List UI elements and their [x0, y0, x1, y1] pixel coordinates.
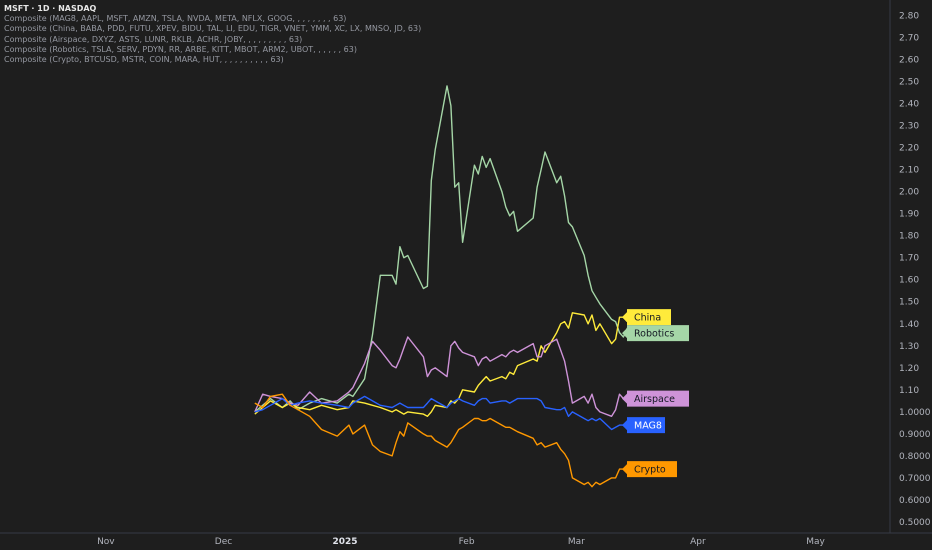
y-tick-label: 1.20 — [899, 364, 919, 374]
price-axis[interactable]: 2.80 2.70 2.60 2.50 2.40 2.30 2.20 2.10 2.00 1.90… — [899, 11, 931, 528]
x-tick-label: Feb — [459, 537, 475, 547]
series-line-crypto — [254, 393, 628, 488]
y-tick-label: 2.50 — [899, 77, 919, 87]
legend-composite[interactable]: Composite (Crypto, BTCUSD, MSTR, COIN, M… — [4, 55, 284, 65]
y-tick-label: 2.00 — [899, 188, 919, 198]
x-tick-label: Mar — [568, 537, 585, 547]
series-badge-shape — [622, 390, 689, 407]
series-line-airspace — [254, 336, 628, 417]
y-tick-label: 1.90 — [899, 210, 919, 220]
y-tick-label: 1.70 — [899, 254, 919, 264]
series-badge-label: Crypto — [634, 465, 666, 476]
y-tick-label: 2.70 — [899, 33, 919, 43]
series-line-robotics — [254, 85, 640, 413]
legend-composite[interactable]: Composite (MAG8, AAPL, MSFT, AMZN, TSLA,… — [4, 14, 347, 24]
time-axis[interactable]: Nov Dec 2025 Feb Mar Apr May — [97, 537, 825, 547]
y-tick-label: 0.6000 — [899, 496, 931, 506]
x-tick-label: Nov — [97, 537, 115, 547]
y-tick-label: 1.80 — [899, 232, 919, 242]
y-tick-label: 2.60 — [899, 55, 919, 65]
y-tick-label: 1.10 — [899, 386, 919, 396]
y-tick-label: 1.60 — [899, 276, 919, 286]
y-tick-label: 0.5000 — [899, 518, 931, 528]
y-tick-label: 0.8000 — [899, 452, 931, 462]
legend: MSFT · 1D · NASDAQ Composite (MAG8, AAPL… — [4, 4, 421, 65]
y-tick-label: 1.50 — [899, 298, 919, 308]
y-tick-label: 1.30 — [899, 342, 919, 352]
series-badge-mag8: MAG8 — [622, 417, 665, 434]
series-badge-robotics: Robotics — [622, 325, 689, 342]
series-badge-shape — [622, 309, 671, 326]
series-badge-crypto: Crypto — [622, 461, 677, 478]
x-tick-label: Dec — [215, 537, 232, 547]
series-badge-shape — [622, 417, 665, 434]
y-tick-label: 0.9000 — [899, 430, 931, 440]
series-badge-shape — [622, 461, 677, 478]
y-tick-label: 2.10 — [899, 166, 919, 176]
legend-composite[interactable]: Composite (Robotics, TSLA, SERV, PDYN, R… — [4, 44, 357, 54]
series-badge-shape — [622, 325, 689, 342]
y-tick-label: 1.40 — [899, 320, 919, 330]
y-tick-label: 2.80 — [899, 11, 919, 21]
series-line-mag8 — [254, 395, 628, 431]
series-badge-china: China — [622, 309, 671, 326]
series-badge-airspace: Airspace — [622, 390, 689, 407]
x-tick-label: Apr — [690, 537, 706, 547]
series-labels: China Robotics Airspace MAG8 Crypto — [622, 309, 689, 478]
x-tick-label: 2025 — [332, 537, 357, 547]
legend-composite[interactable]: Composite (China, BABA, PDD, FUTU, XPEV,… — [4, 24, 422, 34]
y-tick-label: 2.20 — [899, 144, 919, 154]
symbol-title[interactable]: MSFT · 1D · NASDAQ — [4, 4, 97, 13]
y-tick-label: 0.7000 — [899, 474, 931, 484]
y-tick-label: 2.30 — [899, 122, 919, 132]
x-tick-label: May — [806, 537, 825, 547]
series-badge-label: China — [634, 313, 661, 324]
series-badge-label: Robotics — [634, 329, 674, 340]
series-badge-label: MAG8 — [634, 421, 662, 432]
y-tick-label: 1.0000 — [899, 408, 931, 418]
series-badge-label: Airspace — [634, 394, 675, 405]
legend-composite[interactable]: Composite (Airspace, DXYZ, ASTS, LUNR, R… — [4, 34, 303, 44]
series-layer — [254, 85, 640, 488]
y-tick-label: 2.40 — [899, 100, 919, 110]
